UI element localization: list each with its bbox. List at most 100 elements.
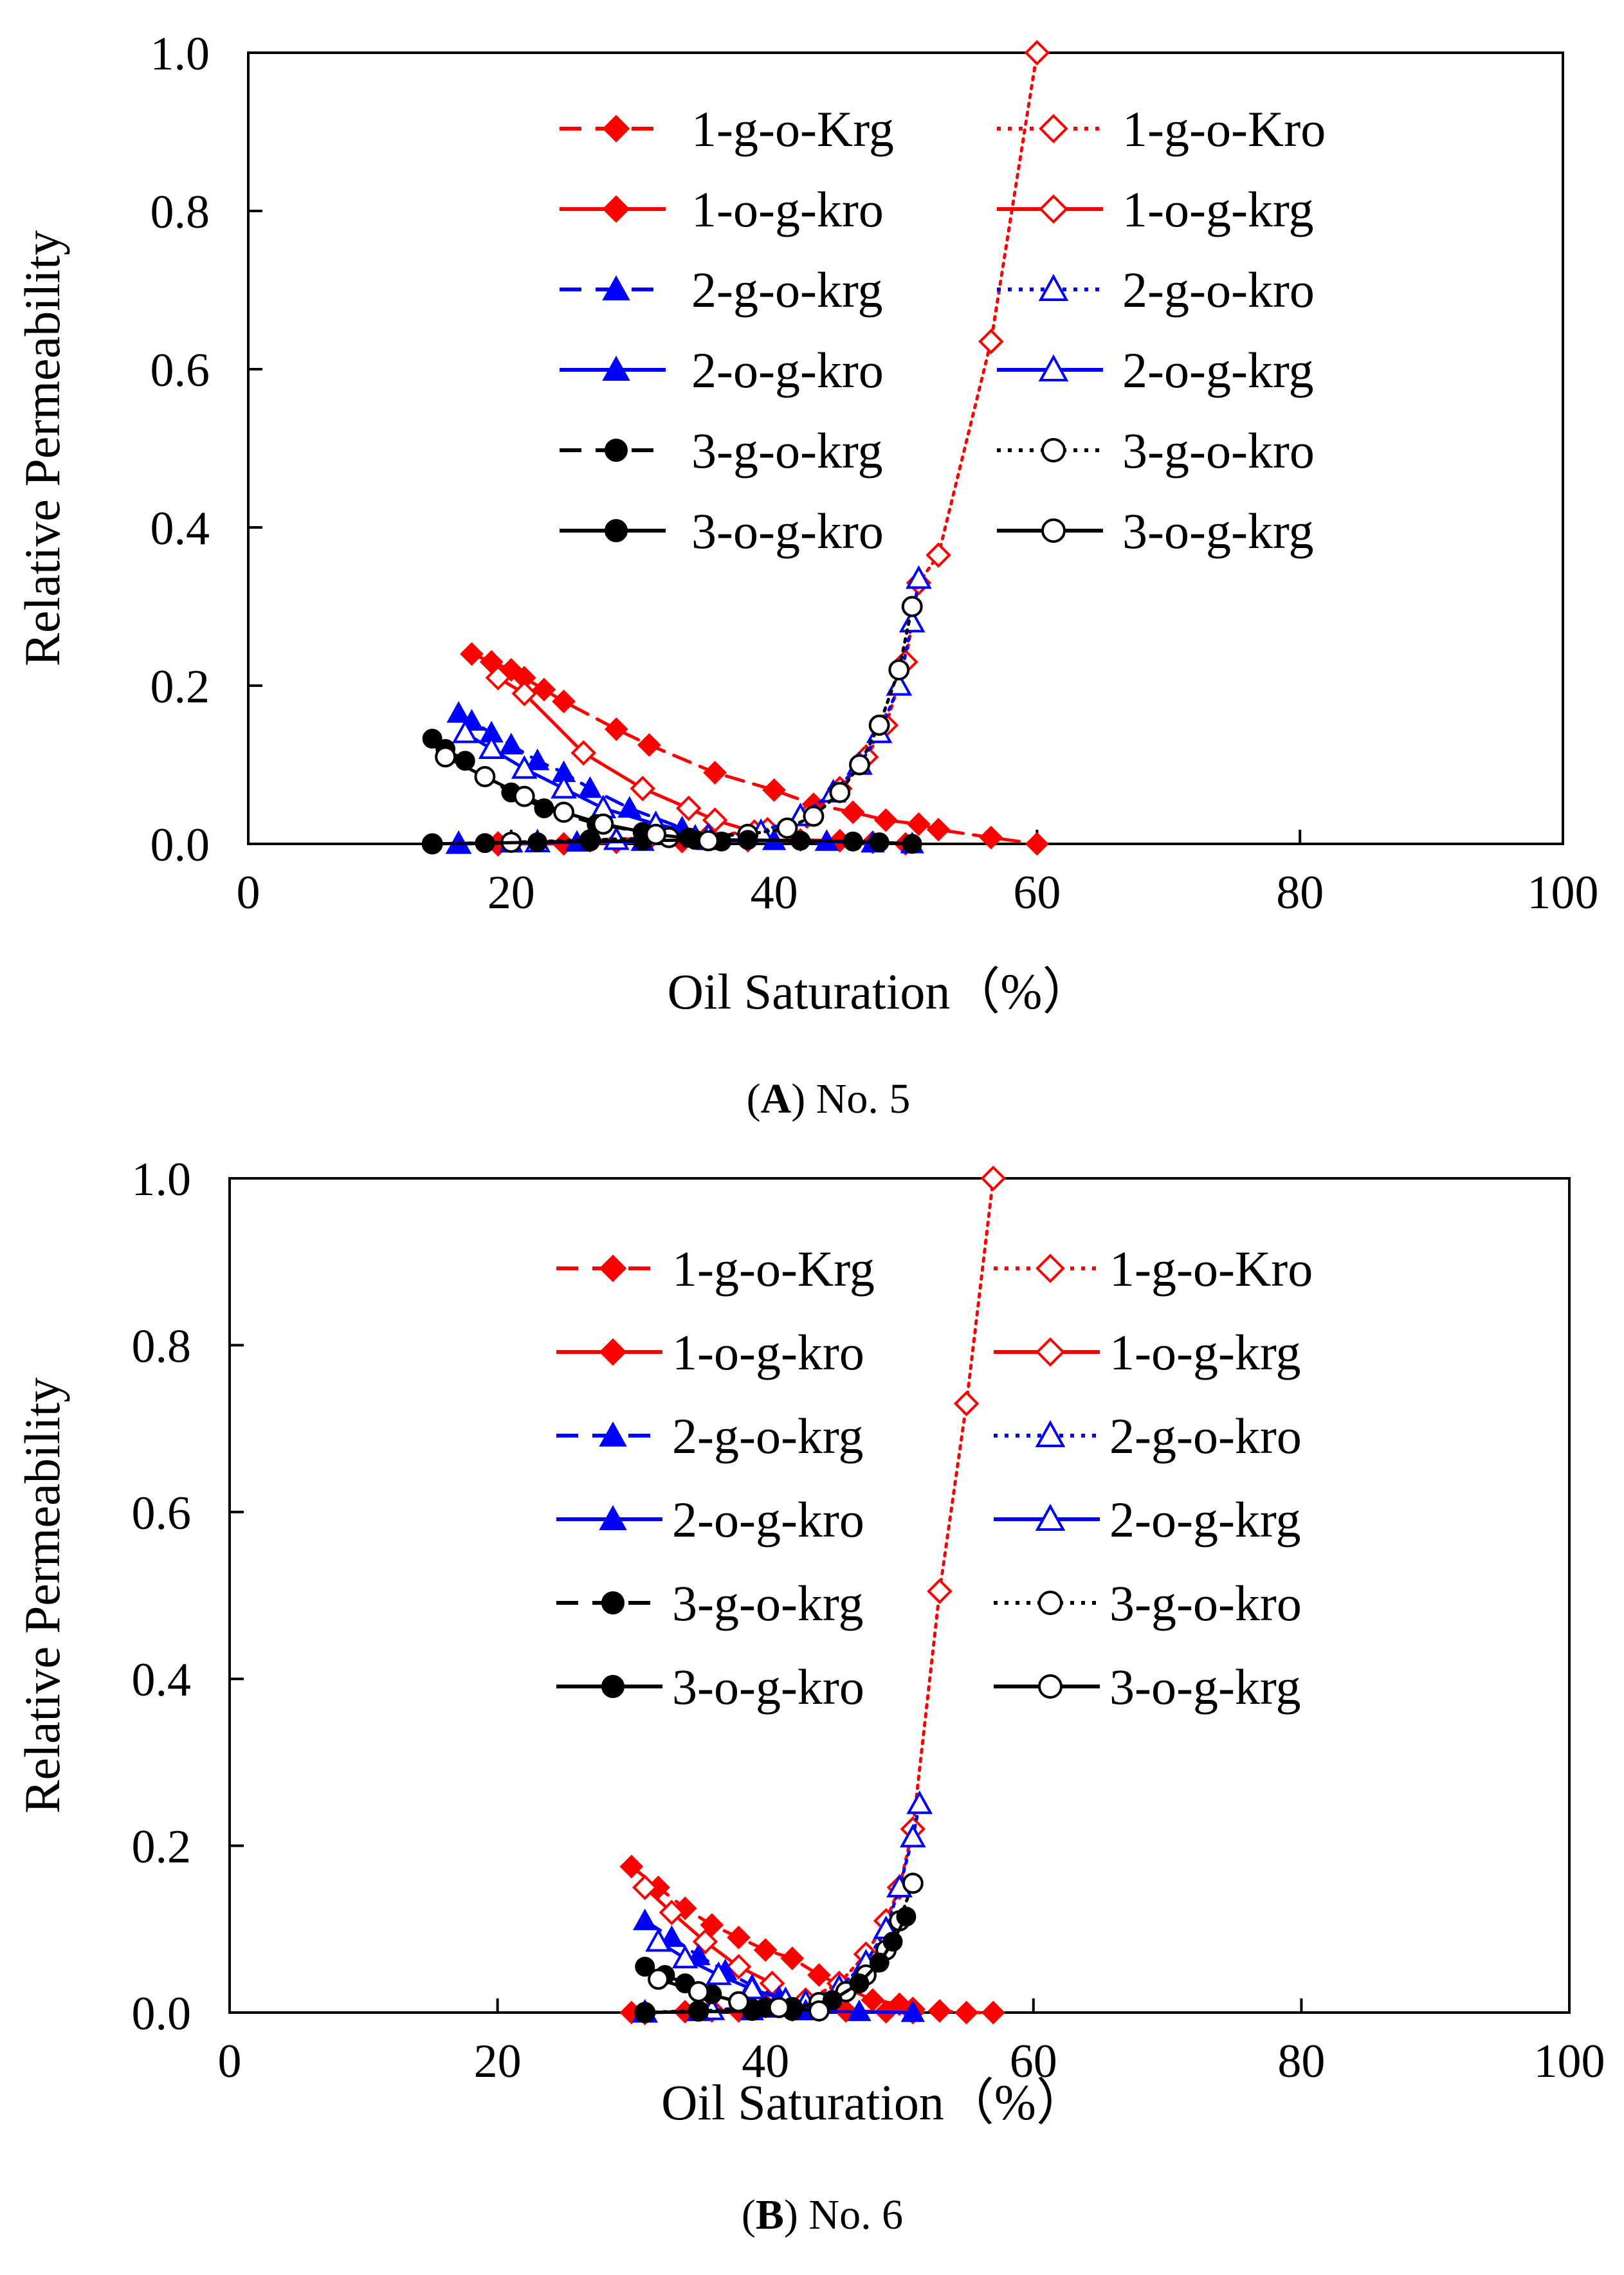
data-point [899, 1823, 926, 1848]
data-point [725, 1953, 752, 1980]
legend-marker [599, 1504, 627, 1530]
caption-letter: A [761, 1075, 792, 1122]
legend-marker [1039, 114, 1068, 143]
data-point [675, 795, 702, 821]
legend-marker [1038, 354, 1069, 381]
caption-text: No. 5 [805, 1075, 910, 1122]
data-point [1024, 40, 1050, 66]
legend-marker [1036, 1337, 1065, 1367]
data-point [578, 776, 603, 798]
x-tick-label: 80 [1276, 866, 1324, 919]
legend-item: 1-o-g-kro [560, 181, 884, 237]
legend-label: 3-o-g-kro [672, 1659, 864, 1715]
data-point [727, 1925, 751, 1950]
data-point [902, 834, 922, 854]
data-point [579, 831, 600, 852]
legend-item: 3-o-g-krg [994, 1659, 1301, 1715]
legend-item: 3-o-g-krg [997, 503, 1314, 559]
legend-label: 2-o-g-kro [691, 342, 884, 398]
data-point [637, 733, 661, 757]
legend-item: 1-g-o-Krg [556, 1241, 875, 1297]
legend-marker [1038, 1591, 1063, 1615]
legend-label: 2-g-o-kro [1109, 1408, 1302, 1464]
legend-marker [605, 519, 628, 542]
legend-label: 3-g-o-kro [1109, 1575, 1302, 1631]
legend-marker [1036, 1254, 1065, 1283]
data-point [552, 690, 576, 714]
legend-label: 1-o-g-krg [1109, 1324, 1301, 1380]
legend-label: 2-o-g-krg [1109, 1492, 1301, 1548]
legend-label: 1-g-o-Krg [691, 101, 894, 157]
y-tick-label: 0.8 [132, 1320, 192, 1373]
legend-label: 1-o-g-kro [672, 1324, 864, 1380]
data-point [902, 1872, 924, 1894]
data-point [841, 800, 865, 825]
legend-marker [1035, 1503, 1066, 1531]
x-axis-title: Oil Saturation（%） [661, 2074, 1086, 2130]
legend: 1-g-o-Krg 1-g-o-Kro 1-o-g-kro 1-o-g-krg 2-g-… [560, 101, 1326, 559]
data-point [829, 781, 851, 803]
data-point [703, 760, 727, 785]
data-point [981, 2000, 1005, 2025]
data-point [979, 825, 1003, 850]
data-point [688, 2002, 709, 2022]
legend-item: 1-g-o-Kro [997, 101, 1326, 157]
legend-label: 3-g-o-krg [672, 1575, 864, 1631]
data-point [705, 1961, 732, 1986]
data-point [768, 1996, 790, 2018]
data-point [847, 1999, 871, 2022]
legend-marker [601, 1675, 625, 1698]
legend-marker [1039, 194, 1068, 224]
legend-marker [599, 1421, 627, 1447]
x-tick-label: 100 [1528, 866, 1599, 919]
data-point [927, 1998, 952, 2023]
x-tick-label: 20 [488, 866, 535, 919]
legend-item: 2-g-o-krg [560, 262, 883, 318]
legend-label: 3-g-o-kro [1122, 423, 1315, 479]
y-tick-label: 0.6 [132, 1487, 192, 1540]
data-point [635, 2002, 655, 2023]
data-point [551, 774, 577, 799]
x-tick-label: 100 [1534, 2035, 1605, 2088]
y-tick-label: 0.0 [151, 819, 210, 872]
legend-label: 2-g-o-kro [1122, 262, 1315, 318]
y-axis-title: Relative Permeability [14, 230, 70, 666]
legend-marker [602, 195, 630, 223]
data-point [485, 664, 511, 691]
data-point [901, 596, 923, 617]
data-point [688, 1981, 709, 2003]
legend-item: 2-o-g-krg [997, 342, 1314, 398]
data-point [570, 740, 597, 766]
panel-a: 0 20 40 60 80 100 0.0 0.2 0.4 0.6 0.8 1.0 Oil Satura… [14, 28, 1599, 1122]
legend-label: 2-o-g-krg [1122, 342, 1314, 398]
data-point [926, 818, 951, 842]
legend-marker [605, 439, 628, 462]
data-point [1025, 832, 1049, 856]
legend-item: 2-o-g-kro [560, 342, 884, 398]
data-point [900, 2000, 926, 2022]
y-tick-label: 1.0 [151, 28, 210, 80]
legend-item: 1-g-o-Krg [560, 101, 894, 157]
data-point [645, 823, 667, 845]
legend-label: 3-o-g-krg [1122, 503, 1314, 559]
data-point [882, 1932, 903, 1952]
legend-label: 1-g-o-Kro [1109, 1241, 1313, 1297]
data-point [553, 801, 575, 823]
data-point [527, 832, 548, 852]
data-point [738, 1975, 765, 2000]
data-point [630, 776, 656, 801]
y-axis-title: Relative Permeability [14, 1378, 70, 1814]
legend-item: 2-g-o-kro [994, 1408, 1302, 1464]
legend-marker [599, 1254, 627, 1283]
y-tick-label: 0.4 [151, 502, 210, 555]
data-point [659, 1925, 684, 1947]
data-point [525, 748, 550, 771]
legend-label: 2-g-o-krg [691, 262, 883, 318]
caption-text: No. 6 [798, 2191, 903, 2238]
legend-marker [1038, 273, 1069, 301]
x-tick-label: 20 [474, 2035, 522, 2088]
series-3-o-g-krg [435, 746, 719, 852]
legend-label: 2-o-g-kro [672, 1492, 864, 1548]
legend-label: 3-g-o-krg [691, 423, 883, 479]
